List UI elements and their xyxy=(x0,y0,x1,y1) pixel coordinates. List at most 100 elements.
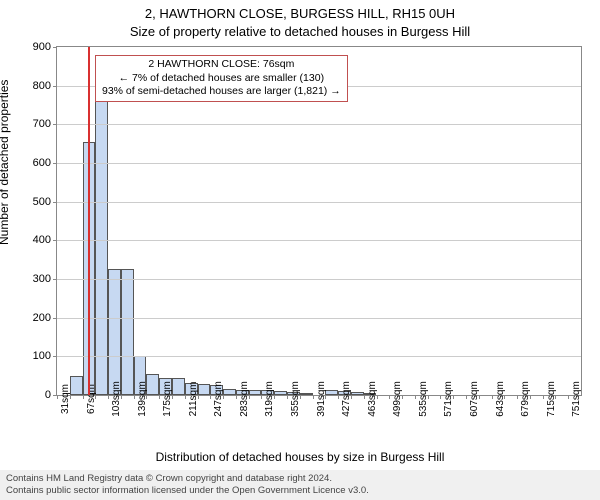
x-tick-mark xyxy=(287,395,288,399)
x-tick-mark xyxy=(300,395,301,399)
x-tick-label: 499sqm xyxy=(392,381,403,417)
x-tick-mark xyxy=(210,395,211,399)
y-tick-mark xyxy=(53,240,57,241)
x-tick-label: 463sqm xyxy=(367,381,378,417)
histogram-bar xyxy=(300,393,313,395)
x-tick-label: 283sqm xyxy=(239,381,250,417)
x-tick-label: 607sqm xyxy=(469,381,480,417)
x-tick-label: 535sqm xyxy=(418,381,429,417)
x-tick-mark xyxy=(236,395,237,399)
x-tick-mark xyxy=(172,395,173,399)
x-tick-mark xyxy=(108,395,109,399)
histogram-bar xyxy=(172,378,185,395)
x-tick-mark xyxy=(223,395,224,399)
x-tick-mark xyxy=(185,395,186,399)
annotation-line-3: 93% of semi-detached houses are larger (… xyxy=(102,85,341,99)
x-tick-mark xyxy=(249,395,250,399)
reference-line xyxy=(88,47,90,395)
histogram-bar xyxy=(223,389,236,395)
chart-container: 2, HAWTHORN CLOSE, BURGESS HILL, RH15 0U… xyxy=(0,0,600,500)
plot-area: 010020030040050060070080090031sqm67sqm10… xyxy=(56,46,582,396)
y-tick-mark xyxy=(53,318,57,319)
x-tick-mark xyxy=(121,395,122,399)
y-tick-label: 200 xyxy=(33,312,51,324)
x-tick-label: 427sqm xyxy=(341,381,352,417)
grid-line xyxy=(57,318,581,319)
x-tick-mark xyxy=(313,395,314,399)
chart-title: 2, HAWTHORN CLOSE, BURGESS HILL, RH15 0U… xyxy=(0,6,600,21)
x-tick-mark xyxy=(95,395,96,399)
annotation-line-2: ← 7% of detached houses are smaller (130… xyxy=(102,72,341,86)
x-tick-mark xyxy=(415,395,416,399)
histogram-bar xyxy=(70,376,83,395)
x-tick-mark xyxy=(198,395,199,399)
histogram-bar xyxy=(274,391,287,395)
x-tick-mark xyxy=(134,395,135,399)
histogram-bar xyxy=(198,384,211,395)
histogram-bar xyxy=(95,101,108,395)
histogram-bar xyxy=(325,390,338,395)
x-tick-label: 679sqm xyxy=(520,381,531,417)
histogram-bar xyxy=(249,390,262,395)
x-axis-label: Distribution of detached houses by size … xyxy=(0,450,600,464)
x-tick-mark xyxy=(338,395,339,399)
x-tick-mark xyxy=(351,395,352,399)
x-tick-mark xyxy=(479,395,480,399)
grid-line xyxy=(57,279,581,280)
x-tick-mark xyxy=(159,395,160,399)
histogram-bar xyxy=(121,269,134,395)
histogram-bar xyxy=(108,269,121,395)
x-tick-mark xyxy=(466,395,467,399)
x-tick-label: 247sqm xyxy=(213,381,224,417)
footer: Contains HM Land Registry data © Crown c… xyxy=(0,470,600,500)
x-tick-mark xyxy=(543,395,544,399)
x-tick-mark xyxy=(389,395,390,399)
x-tick-mark xyxy=(57,395,58,399)
x-tick-mark xyxy=(364,395,365,399)
x-tick-mark xyxy=(530,395,531,399)
x-tick-label: 31sqm xyxy=(60,384,71,414)
grid-line xyxy=(57,240,581,241)
x-tick-mark xyxy=(274,395,275,399)
y-tick-mark xyxy=(53,47,57,48)
y-tick-label: 500 xyxy=(33,196,51,208)
annotation-box: 2 HAWTHORN CLOSE: 76sqm← 7% of detached … xyxy=(95,55,348,102)
grid-line xyxy=(57,356,581,357)
x-tick-label: 319sqm xyxy=(264,381,275,417)
y-tick-label: 300 xyxy=(33,273,51,285)
y-tick-label: 800 xyxy=(33,80,51,92)
x-tick-mark xyxy=(568,395,569,399)
x-tick-mark xyxy=(440,395,441,399)
x-tick-mark xyxy=(517,395,518,399)
y-tick-mark xyxy=(53,202,57,203)
y-tick-mark xyxy=(53,279,57,280)
x-tick-label: 175sqm xyxy=(162,381,173,417)
y-tick-label: 700 xyxy=(33,118,51,130)
chart-subtitle: Size of property relative to detached ho… xyxy=(0,24,600,39)
y-axis-label: Number of detached properties xyxy=(0,80,11,245)
x-tick-mark xyxy=(377,395,378,399)
histogram-bar xyxy=(146,374,159,395)
x-tick-label: 751sqm xyxy=(571,381,582,417)
footer-line-1: Contains HM Land Registry data © Crown c… xyxy=(6,473,594,485)
footer-line-2: Contains public sector information licen… xyxy=(6,485,594,497)
x-tick-label: 643sqm xyxy=(495,381,506,417)
x-tick-label: 211sqm xyxy=(188,382,199,417)
y-tick-mark xyxy=(53,356,57,357)
y-tick-mark xyxy=(53,124,57,125)
x-tick-mark xyxy=(325,395,326,399)
x-tick-mark xyxy=(428,395,429,399)
x-tick-mark xyxy=(70,395,71,399)
x-tick-label: 355sqm xyxy=(290,381,301,417)
grid-line xyxy=(57,202,581,203)
x-tick-label: 139sqm xyxy=(137,381,148,417)
x-tick-label: 391sqm xyxy=(316,381,327,417)
x-tick-mark xyxy=(453,395,454,399)
grid-line xyxy=(57,163,581,164)
x-tick-mark xyxy=(402,395,403,399)
grid-line xyxy=(57,124,581,125)
x-tick-label: 715sqm xyxy=(546,381,557,417)
x-tick-mark xyxy=(555,395,556,399)
y-tick-label: 100 xyxy=(33,350,51,362)
x-tick-label: 571sqm xyxy=(443,381,454,417)
